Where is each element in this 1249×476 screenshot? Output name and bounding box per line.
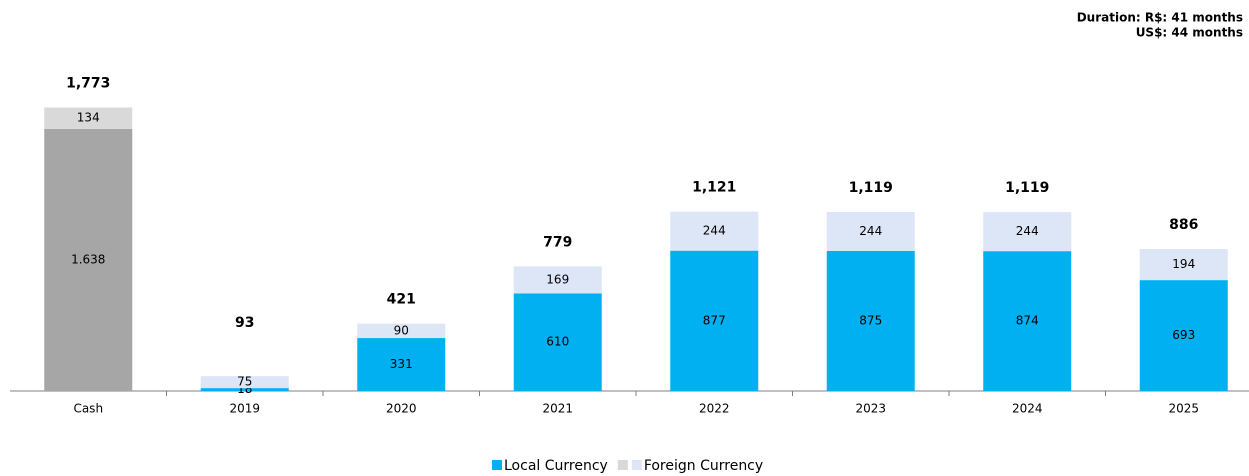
x-tick-label: 2024 — [1012, 402, 1043, 416]
x-tick-label: 2021 — [542, 402, 573, 416]
bar-segment — [983, 212, 1072, 252]
legend-swatch — [492, 460, 502, 470]
total-label: 779 — [543, 234, 572, 250]
total-label: 1,773 — [66, 75, 110, 91]
bar-segment — [357, 323, 446, 339]
bar-segment — [670, 211, 759, 251]
total-label: 1,119 — [849, 180, 893, 196]
value-label: 331 — [390, 357, 413, 371]
x-tick-label: 2023 — [855, 402, 886, 416]
value-label: 877 — [703, 313, 726, 327]
annotation: US$: 44 months — [1136, 26, 1243, 40]
bar-segment — [983, 251, 1072, 391]
bar-segment — [513, 293, 602, 391]
x-tick-label: 2020 — [386, 402, 417, 416]
total-label: 421 — [387, 292, 416, 308]
bar-segment — [200, 376, 289, 389]
legend-swatch — [617, 460, 628, 470]
legend-label: Foreign Currency — [644, 458, 763, 474]
value-label: 134 — [77, 111, 100, 125]
value-label: 693 — [1172, 328, 1195, 342]
x-tick-label: 2019 — [229, 402, 260, 416]
bar-segment — [1139, 280, 1228, 391]
legend-swatch — [631, 460, 642, 470]
value-label: 244 — [703, 224, 726, 238]
value-label: 244 — [859, 224, 882, 238]
bar-segment — [44, 128, 133, 392]
total-label: 93 — [235, 315, 254, 331]
legend-label: Local Currency — [504, 458, 608, 474]
total-label: 886 — [1169, 217, 1198, 233]
value-label: 610 — [546, 335, 569, 349]
bar-segment — [826, 251, 915, 391]
value-label: 169 — [546, 272, 569, 286]
value-label: 244 — [1016, 224, 1039, 238]
bar-segment — [357, 338, 446, 391]
x-tick-label: 2022 — [699, 402, 730, 416]
total-label: 1,119 — [1005, 180, 1049, 196]
value-label: 90 — [394, 323, 409, 337]
bar-segment — [670, 250, 759, 391]
value-label: 1.638 — [71, 252, 105, 266]
value-label: 75 — [237, 375, 252, 389]
x-tick-label: 2025 — [1168, 402, 1199, 416]
annotation: Duration: R$: 41 months — [1077, 11, 1243, 25]
value-label: 194 — [1172, 257, 1195, 271]
x-tick-label: Cash — [73, 402, 103, 416]
bar-segment — [44, 107, 133, 129]
bar-segment — [513, 266, 602, 294]
bar-segment — [200, 388, 289, 391]
bar-segment — [1139, 249, 1228, 281]
total-label: 1,121 — [692, 180, 736, 196]
value-label: 875 — [859, 314, 882, 328]
value-label: 874 — [1016, 314, 1039, 328]
bar-segment — [826, 211, 915, 251]
